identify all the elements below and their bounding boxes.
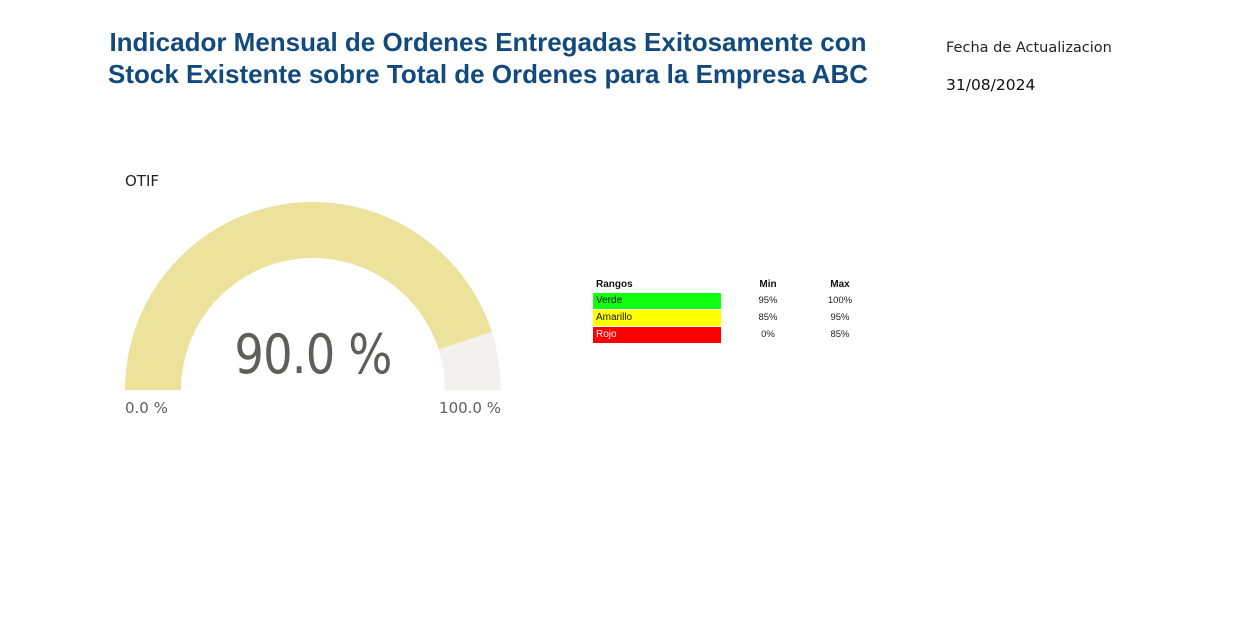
ranges-row-max: 95% [815,310,865,327]
gauge-max-label: 100.0 % [439,399,501,417]
gauge-min-label: 0.0 % [125,399,168,417]
report-title: Indicador Mensual de Ordenes Entregadas … [80,26,896,90]
ranges-row-min: 95% [743,293,793,310]
ranges-row-min: 0% [743,327,793,344]
ranges-row-amarillo: Amarillo 85% 95% [593,310,865,327]
ranges-table: Rangos Min Max Verde 95% 100% Amarillo 8… [593,277,865,344]
ranges-row-name: Rojo [593,327,721,344]
ranges-header-name: Rangos [593,277,721,293]
ranges-header-row: Rangos Min Max [593,277,865,293]
ranges-row-min: 85% [743,310,793,327]
update-date-value: 31/08/2024 [946,76,1035,94]
gauge-value: 90.0 % [206,322,421,388]
ranges-row-rojo: Rojo 0% 85% [593,327,865,344]
ranges-row-name: Amarillo [593,310,721,327]
ranges-row-max: 85% [815,327,865,344]
gauge-title: OTIF [125,172,159,190]
update-date-label: Fecha de Actualizacion [946,40,1112,56]
ranges-header-max: Max [815,277,865,293]
ranges-header-min: Min [743,277,793,293]
ranges-row-max: 100% [815,293,865,310]
report-title-line-1: Indicador Mensual de Ordenes Entregadas … [80,26,896,58]
report-title-line-2: Stock Existente sobre Total de Ordenes p… [80,58,896,90]
ranges-row-verde: Verde 95% 100% [593,293,865,310]
ranges-row-name: Verde [593,293,721,310]
